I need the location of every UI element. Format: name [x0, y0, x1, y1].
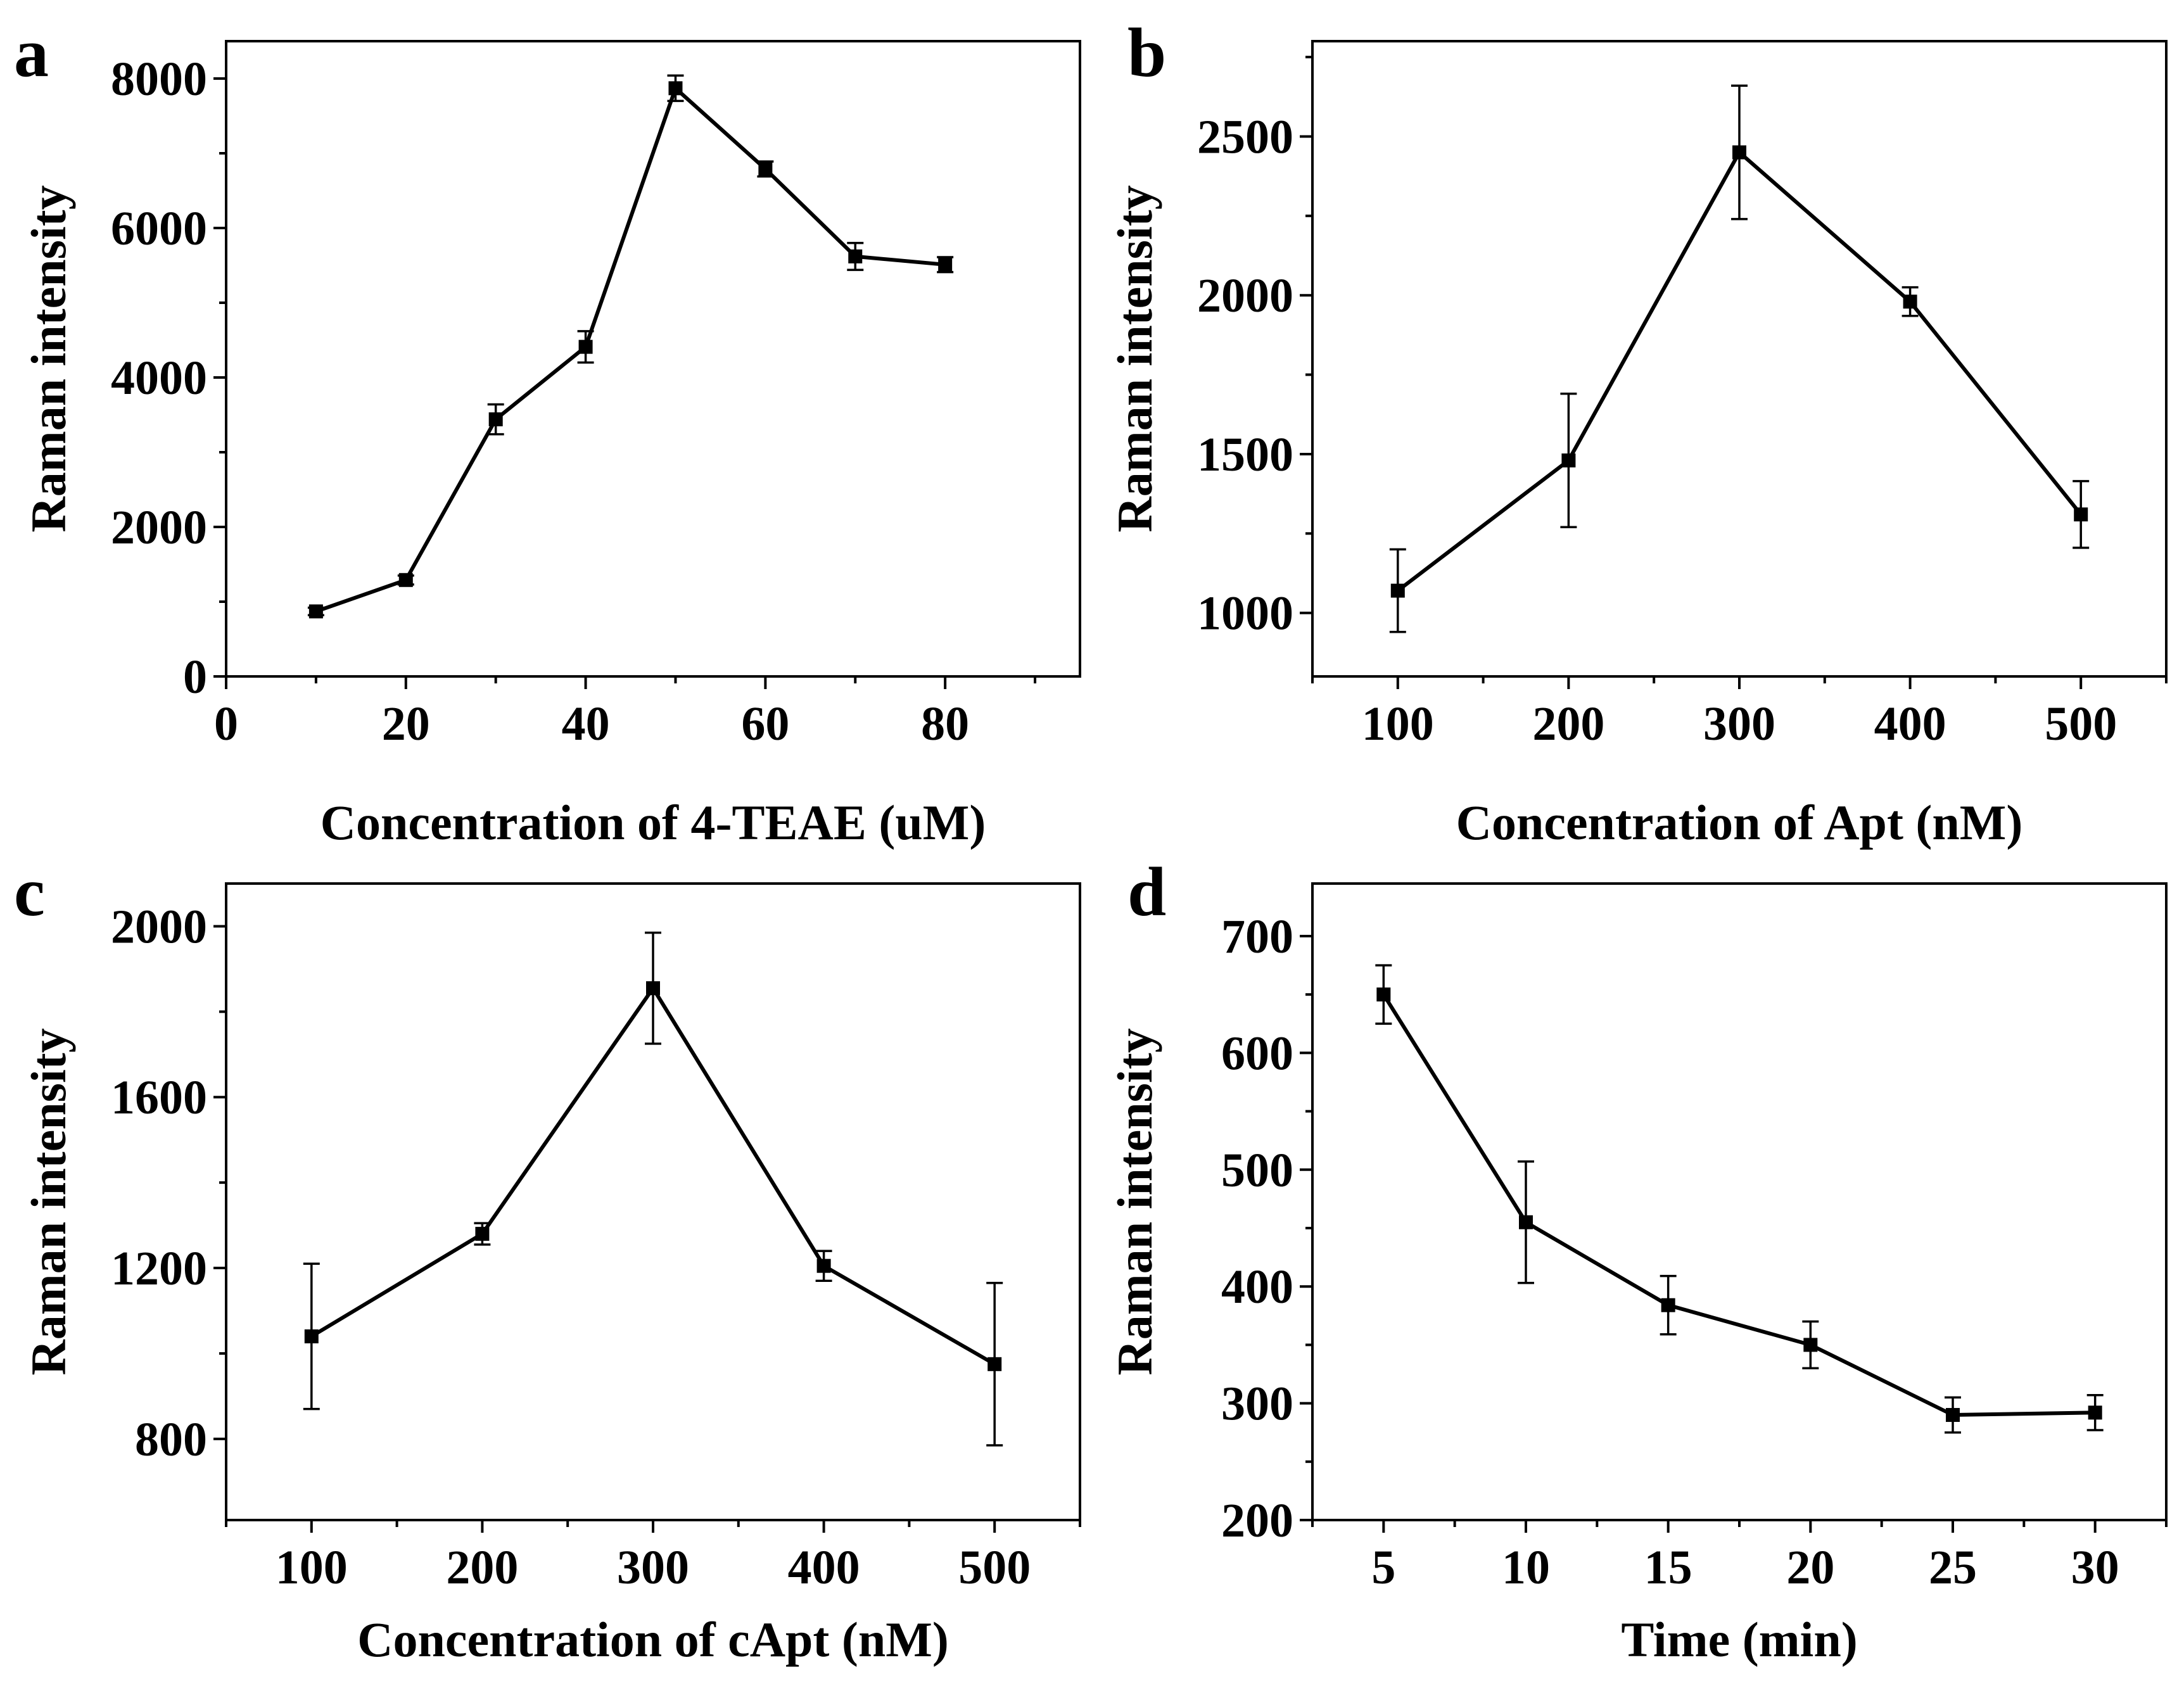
y-tick-label: 2000 — [1197, 269, 1293, 322]
x-tick-label: 5 — [1371, 1541, 1395, 1594]
data-point — [758, 162, 773, 176]
x-tick-label: 500 — [958, 1541, 1031, 1594]
x-tick-label: 80 — [921, 697, 969, 751]
chart-panel-a: a 0 2000 4000 6000 8000 0 20 40 60 80 Concentration… — [14, 14, 1081, 850]
y-axis-title: Raman intensity — [21, 1028, 76, 1375]
data-point — [1661, 1298, 1675, 1312]
y-tick-label: 400 — [1221, 1260, 1293, 1314]
y-tick-label: 2000 — [111, 900, 207, 953]
data-point — [2088, 1405, 2102, 1420]
data-point — [398, 573, 413, 587]
x-tick-label: 0 — [214, 697, 238, 751]
y-tick-label: 1500 — [1197, 428, 1293, 481]
x-tick-label: 10 — [1502, 1541, 1550, 1594]
x-axis-title: Concentration of 4-TEAE (uM) — [321, 795, 986, 850]
y-tick-label: 500 — [1221, 1144, 1293, 1197]
y-tick-label: 1600 — [111, 1071, 207, 1124]
data-point — [1376, 987, 1391, 1002]
y-tick-label: 200 — [1221, 1494, 1293, 1547]
y-tick-label: 700 — [1221, 910, 1293, 963]
x-axis-title: Time (min) — [1621, 1612, 1857, 1667]
series-line — [315, 85, 946, 614]
x-axis-title: Concentration of cApt (nM) — [357, 1612, 949, 1667]
data-point — [1519, 1215, 1533, 1229]
x-tick-label: 30 — [2071, 1541, 2119, 1594]
panel-label: b — [1127, 14, 1166, 91]
data-point — [1732, 145, 1746, 160]
chart-panel-c: c 800 1200 1600 2000 100 200 300 400 500Concentra… — [14, 853, 1081, 1667]
x-tick-label: 200 — [1532, 697, 1604, 751]
data-point — [488, 412, 503, 427]
x-tick-label: 300 — [1703, 697, 1775, 751]
x-axis-title: Concentration of Apt (nM) — [1456, 795, 2023, 850]
y-tick-label: 1000 — [1197, 587, 1293, 640]
y-axis-title: Raman intensity — [21, 185, 76, 532]
x-tick-label: 25 — [1929, 1541, 1977, 1594]
plot-frame — [225, 40, 1081, 678]
data-point — [2074, 507, 2088, 522]
data-point — [1803, 1338, 1818, 1352]
y-tick-label: 8000 — [111, 53, 207, 106]
y-tick-label: 2500 — [1197, 110, 1293, 163]
y-tick-label: 800 — [135, 1413, 207, 1466]
series-line — [1381, 993, 2095, 1417]
y-tick-label: 6000 — [111, 202, 207, 255]
y-axis-title: Raman intensity — [1107, 1028, 1162, 1375]
data-point — [816, 1258, 831, 1273]
data-point — [1903, 295, 1917, 309]
data-point — [304, 1329, 319, 1343]
x-tick-label: 100 — [276, 1541, 348, 1594]
data-point — [668, 81, 683, 96]
x-tick-label: 400 — [788, 1541, 860, 1594]
x-tick-label: 400 — [1874, 697, 1946, 751]
x-tick-label: 100 — [1362, 697, 1434, 751]
y-axis-title: Raman intensity — [1107, 185, 1162, 532]
chart-panel-b: b 1000 1500 2000 2500 100 200 300 400 500 Concentr… — [1107, 14, 2168, 850]
x-tick-label: 300 — [617, 1541, 689, 1594]
data-point — [646, 981, 660, 996]
chart-panel-d: d 200 300 400 500 600 700 5 10 15 20 25 30 Time (min)… — [1107, 853, 2168, 1667]
x-tick-label: 20 — [382, 697, 430, 751]
y-tick-label: 1200 — [111, 1242, 207, 1295]
data-point — [1946, 1408, 1960, 1423]
x-tick-label: 15 — [1644, 1541, 1692, 1594]
data-point — [1561, 453, 1576, 467]
panel-label: c — [14, 853, 45, 930]
panel-label: d — [1127, 853, 1166, 930]
y-tick-label: 2000 — [111, 501, 207, 554]
plot-frame — [1311, 882, 2168, 1521]
data-point — [578, 339, 593, 354]
y-tick-label: 600 — [1221, 1027, 1293, 1080]
x-tick-label: 500 — [2045, 697, 2117, 751]
data-point — [475, 1227, 490, 1241]
x-tick-label: 40 — [562, 697, 610, 751]
x-tick-label: 200 — [446, 1541, 518, 1594]
x-tick-label: 20 — [1786, 1541, 1834, 1594]
y-tick-label: 300 — [1221, 1378, 1293, 1431]
x-tick-label: 60 — [741, 697, 789, 751]
y-tick-label: 4000 — [111, 352, 207, 405]
data-point — [1390, 583, 1405, 598]
y-tick-label: 0 — [183, 650, 207, 704]
data-point — [987, 1357, 1002, 1371]
panel-label: a — [14, 14, 49, 91]
data-point — [938, 257, 953, 272]
data-point — [848, 249, 863, 263]
data-point — [308, 604, 323, 619]
